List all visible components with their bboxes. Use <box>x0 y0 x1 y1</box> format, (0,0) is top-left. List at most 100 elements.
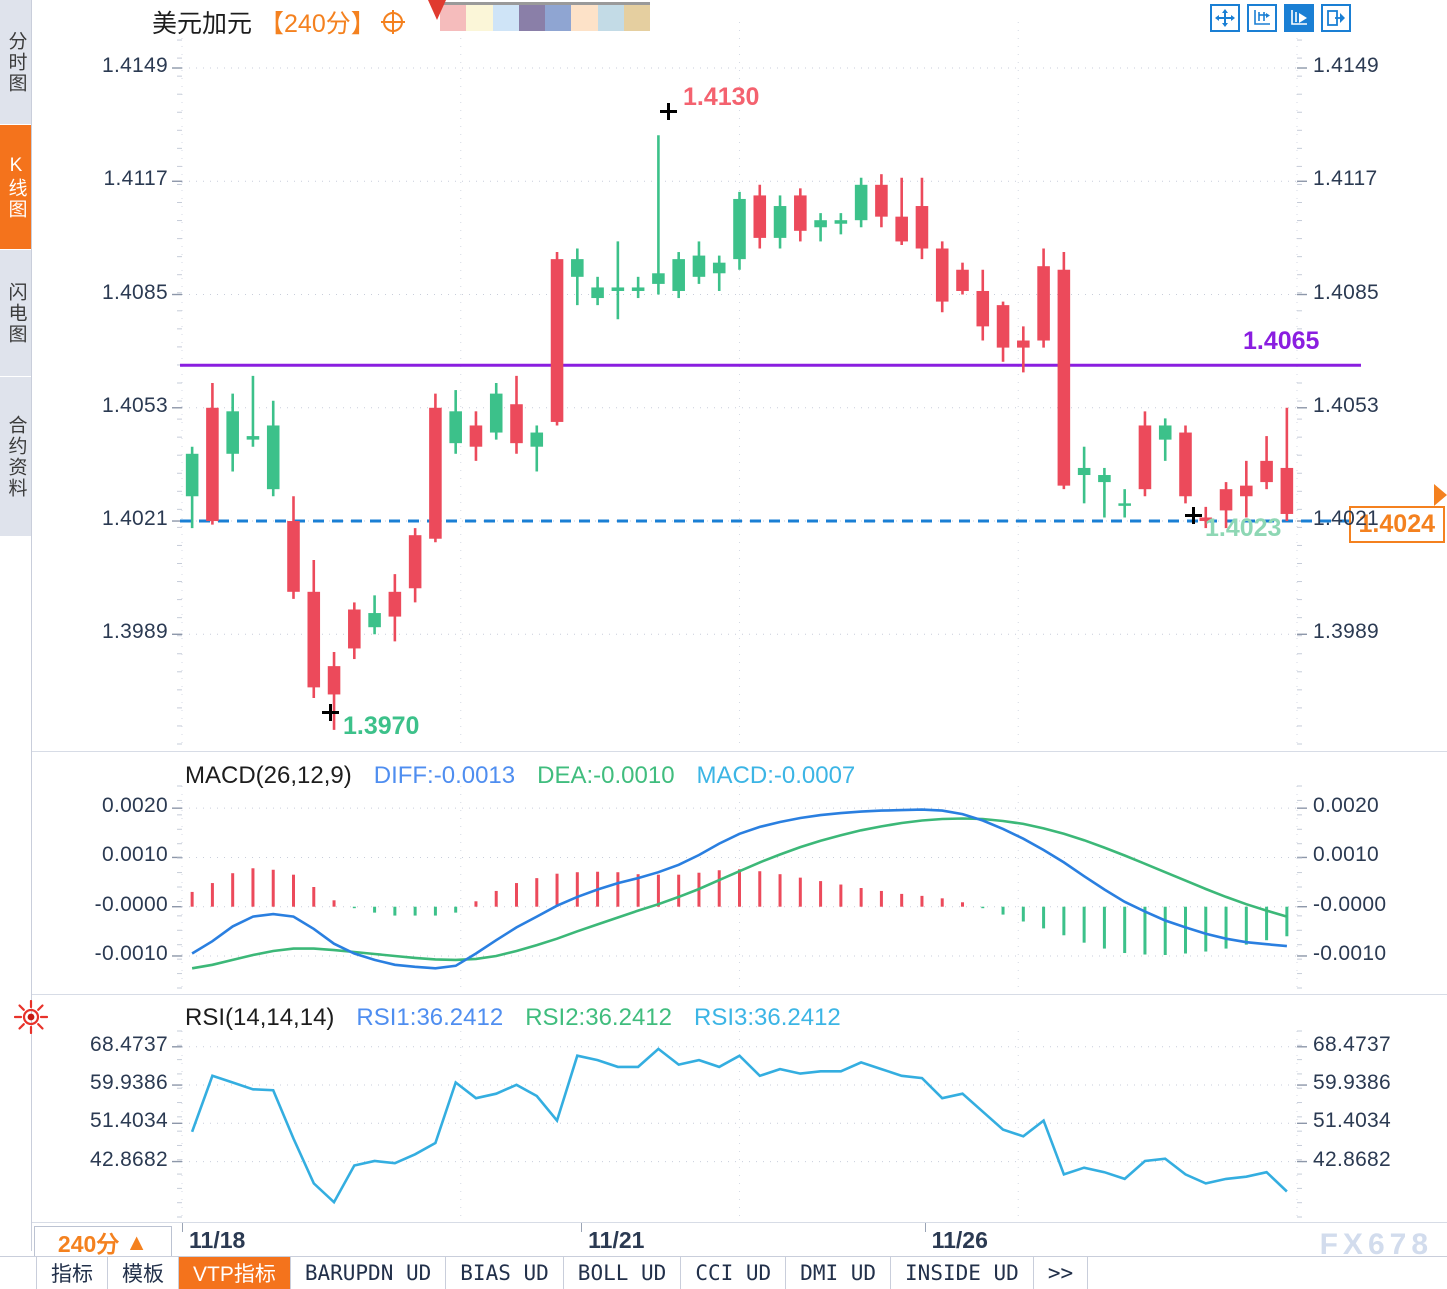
rsi2-value: RSI2:36.2412 <box>525 1004 672 1031</box>
low-marker-cross <box>322 704 339 721</box>
rsi1-value: RSI1:36.2412 <box>356 1004 504 1031</box>
jump-right-icon[interactable] <box>1321 4 1351 32</box>
macd-axis-tick-left: -0.0010 <box>94 941 168 965</box>
chart-title: 美元加元 【240分】 <box>152 4 405 40</box>
last-marker-cross <box>1185 507 1202 524</box>
macd-axis-tick-right: 0.0010 <box>1313 843 1380 867</box>
rsi-chart-canvas[interactable] <box>32 995 1447 1223</box>
palette-swatch-1[interactable] <box>466 5 493 31</box>
rsi-axis-tick-left: 68.4737 <box>89 1032 168 1056</box>
macd-dea-value: DEA:-0.0010 <box>537 762 675 789</box>
palette-swatch-3[interactable] <box>518 5 545 31</box>
date-label: 11/21 <box>588 1227 645 1253</box>
palette-swatch-4[interactable] <box>545 5 572 31</box>
play-icon[interactable] <box>1284 4 1314 32</box>
price-pane <box>32 0 1447 752</box>
price-axis-tick-right: 1.4117 <box>1313 167 1378 191</box>
macd-chart-canvas[interactable] <box>32 752 1447 995</box>
price-axis-tick-left: 1.4117 <box>103 167 168 191</box>
crosshair-icon[interactable] <box>380 10 405 34</box>
resistance-line-label: 1.4065 <box>1243 327 1320 355</box>
date-tick <box>581 1223 583 1232</box>
macd-macd-value: MACD:-0.0007 <box>696 762 856 789</box>
rsi3-value: RSI3:36.2412 <box>693 1004 841 1031</box>
sidebar-item-kline[interactable]: K线图 <box>0 125 31 250</box>
price-axis-tick-left: 1.3989 <box>101 620 168 644</box>
date-label: 11/18 <box>189 1227 246 1253</box>
palette-swatch-7[interactable] <box>623 5 650 31</box>
macd-axis-tick-left: 0.0010 <box>101 843 168 867</box>
macd-axis-tick-left: -0.0000 <box>94 892 168 916</box>
date-tick <box>924 1223 926 1232</box>
period-button-arrow-icon: ▲ <box>125 1228 149 1255</box>
date-tick <box>182 1223 183 1232</box>
chart-toolbar <box>1210 4 1351 32</box>
macd-axis-tick-right: -0.0000 <box>1313 892 1387 916</box>
date-label: 11/26 <box>931 1227 988 1253</box>
rsi-header: RSI(14,14,14) RSI1:36.2412 RSI2:36.2412 … <box>185 1004 841 1032</box>
indicator-button-[interactable]: >> <box>1034 1257 1089 1289</box>
indicator-button-bias-ud[interactable]: BIAS UD <box>446 1257 564 1289</box>
period-label: 【240分】 <box>259 10 376 38</box>
x-axis: 11/18 11/21 11/26 <box>32 1223 1447 1256</box>
palette-swatch-2[interactable] <box>492 5 519 31</box>
macd-axis-tick-left: 0.0020 <box>101 794 168 818</box>
current-price-tag[interactable]: 1.4024 <box>1348 506 1445 543</box>
macd-axis-tick-right: -0.0010 <box>1313 941 1387 965</box>
sidebar-item-label: K线图 <box>5 154 27 220</box>
rsi-pane <box>32 995 1447 1223</box>
price-axis-tick-left: 1.4053 <box>101 393 168 417</box>
rsi-axis-tick-left: 51.4034 <box>89 1109 168 1133</box>
sidebar-item-timeshare[interactable]: 分时图 <box>0 0 31 125</box>
price-axis-tick-left: 1.4085 <box>101 280 168 304</box>
sun-icon[interactable] <box>14 1000 48 1034</box>
sidebar-item-label: 分时图 <box>5 30 27 94</box>
watermark: FX678 <box>1319 1228 1433 1261</box>
price-axis-tick-right: 1.3989 <box>1313 620 1380 644</box>
measure-icon[interactable] <box>1247 4 1277 32</box>
color-palette[interactable] <box>440 5 650 31</box>
period-button[interactable]: 240分 ▲ <box>34 1226 172 1258</box>
price-axis-tick-left: 1.4021 <box>101 507 168 531</box>
sidebar-item-lightning[interactable]: 闪电图 <box>0 250 31 377</box>
low-price-label: 1.3970 <box>343 712 420 740</box>
indicator-button-inside-ud[interactable]: INSIDE UD <box>891 1257 1034 1289</box>
indicator-toolbar: 指标 模板 VTP指标 BARUPDN UD BIAS UD BOLL UD CCI UD D… <box>0 1256 1447 1289</box>
sidebar-item-label: 合约资料 <box>5 414 27 499</box>
fit-all-icon[interactable] <box>1210 4 1240 32</box>
rsi-axis-tick-left: 59.9386 <box>89 1071 168 1095</box>
high-marker-cross <box>660 103 677 120</box>
indicator-button-[interactable]: 模板 <box>108 1257 179 1289</box>
macd-title: MACD(26,12,9) <box>185 762 352 789</box>
rsi-axis-tick-right: 51.4034 <box>1313 1109 1392 1133</box>
price-axis-tick-right: 1.4149 <box>1313 54 1380 77</box>
last-price-label: 1.4023 <box>1205 514 1282 542</box>
indicator-button-cci-ud[interactable]: CCI UD <box>681 1257 787 1289</box>
rsi-axis-tick-right: 42.8682 <box>1313 1147 1392 1171</box>
price-axis-tick-right: 1.4085 <box>1313 280 1380 304</box>
cursor-arrow-icon <box>428 0 446 20</box>
palette-swatch-6[interactable] <box>597 5 624 31</box>
indicator-button-barupdn-ud[interactable]: BARUPDN UD <box>291 1257 447 1289</box>
rsi-axis-tick-right: 68.4737 <box>1313 1032 1392 1056</box>
left-tab-rail: 分时图 K线图 闪电图 合约资料 <box>0 0 32 1251</box>
rsi-axis-tick-left: 42.8682 <box>89 1147 168 1171</box>
price-axis-tick-right: 1.4021 <box>1313 507 1380 531</box>
price-axis-tick-right: 1.4053 <box>1313 393 1380 417</box>
indicator-button-vtp[interactable]: VTP指标 <box>179 1257 291 1289</box>
indicator-button-boll-ud[interactable]: BOLL UD <box>564 1257 682 1289</box>
price-tag-arrow-icon <box>1434 484 1447 506</box>
macd-pane <box>32 752 1447 995</box>
price-axis-tick-left: 1.4149 <box>101 54 168 77</box>
macd-header: MACD(26,12,9) DIFF:-0.0013 DEA:-0.0010 M… <box>185 762 855 790</box>
bottom-bar-spacer <box>0 1257 36 1289</box>
rsi-axis-tick-right: 59.9386 <box>1313 1071 1392 1095</box>
price-chart-canvas[interactable] <box>32 0 1447 752</box>
macd-axis-tick-right: 0.0020 <box>1313 794 1380 818</box>
rsi-title: RSI(14,14,14) <box>185 1004 335 1031</box>
indicator-button-dmi-ud[interactable]: DMI UD <box>786 1257 892 1289</box>
indicator-button-[interactable]: 指标 <box>36 1257 108 1289</box>
sidebar-item-contract-info[interactable]: 合约资料 <box>0 377 31 537</box>
palette-swatch-5[interactable] <box>571 5 598 31</box>
